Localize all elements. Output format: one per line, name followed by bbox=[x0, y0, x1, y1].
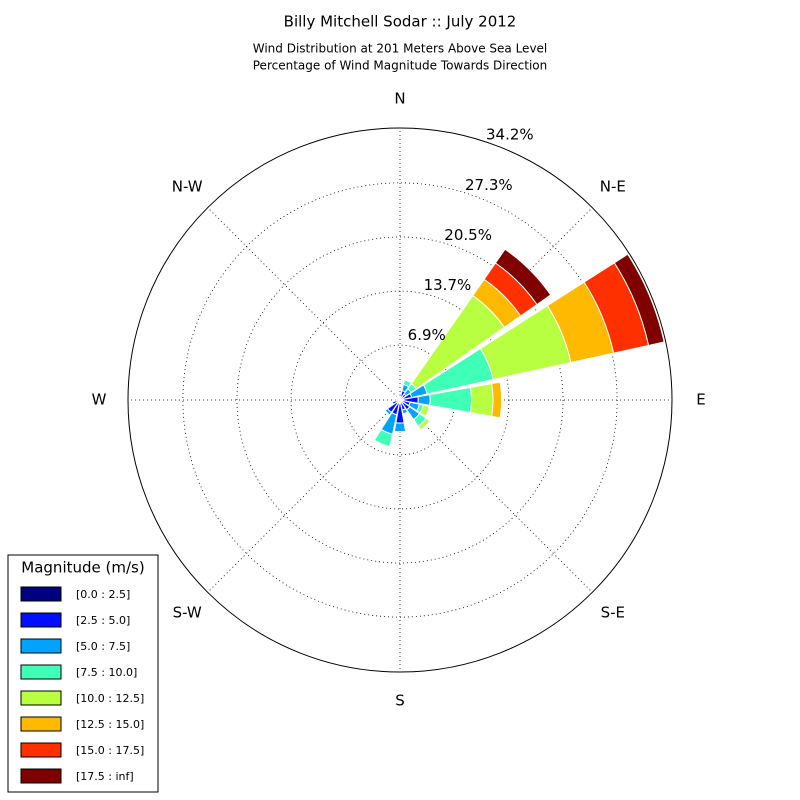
legend-swatch bbox=[20, 742, 62, 758]
legend-swatch bbox=[20, 664, 62, 680]
legend-label: [15.0 : 17.5] bbox=[76, 744, 144, 757]
legend-label: [2.5 : 5.0] bbox=[76, 614, 130, 627]
legend: Magnitude (m/s) [0.0 : 2.5] [2.5 : 5.0] [5… bbox=[7, 554, 159, 793]
grid-ring bbox=[127, 127, 673, 673]
wind-sector bbox=[469, 383, 494, 417]
legend-title: Magnitude (m/s) bbox=[21, 559, 144, 577]
grid-ring bbox=[182, 182, 618, 618]
grid-spoke bbox=[207, 399, 401, 593]
legend-swatch bbox=[20, 690, 62, 706]
chart-title: Billy Mitchell Sodar :: July 2012 bbox=[284, 13, 517, 31]
radial-tick-label: 20.5% bbox=[444, 226, 492, 244]
wind-sector bbox=[404, 379, 412, 384]
direction-label: N-E bbox=[600, 178, 626, 196]
direction-label: S-E bbox=[601, 603, 625, 621]
wind-sector bbox=[397, 395, 400, 398]
radial-tick-label: 6.9% bbox=[408, 326, 446, 344]
wind-sector bbox=[417, 394, 431, 406]
legend-label: [0.0 : 2.5] bbox=[76, 588, 130, 601]
wind-sector bbox=[425, 406, 431, 417]
legend-swatch bbox=[20, 638, 62, 654]
wind-sector bbox=[494, 248, 552, 306]
chart-subtitle: Wind Distribution at 201 Meters Above Se… bbox=[253, 42, 548, 56]
direction-label: W bbox=[92, 391, 107, 409]
radial-tick-label: 34.2% bbox=[486, 125, 534, 143]
grid-ring bbox=[236, 236, 564, 564]
wind-sector bbox=[613, 253, 665, 347]
direction-label: E bbox=[696, 391, 705, 409]
legend-label: [10.0 : 12.5] bbox=[76, 692, 144, 705]
wind-sector bbox=[499, 382, 503, 418]
legend-label: [5.0 : 7.5] bbox=[76, 640, 130, 653]
radial-tick-label: 27.3% bbox=[465, 176, 513, 194]
wind-sector bbox=[402, 411, 408, 415]
direction-label: N bbox=[394, 90, 405, 108]
legend-swatch bbox=[20, 768, 62, 784]
legend-swatch bbox=[20, 716, 62, 732]
grid-spoke bbox=[207, 207, 401, 401]
wind-sector bbox=[420, 420, 431, 431]
direction-label: S-W bbox=[173, 603, 202, 621]
wind-sector bbox=[374, 439, 390, 448]
legend-label: [12.5 : 15.0] bbox=[76, 718, 144, 731]
legend-label: [17.5 : inf] bbox=[76, 770, 134, 783]
legend-swatch bbox=[20, 612, 62, 628]
polar-plot: N N-E E S-E S S-W W N-W 6.9% 13.7% 20.5% 27.3% 34.2% bbox=[92, 90, 706, 710]
grid-spoke bbox=[399, 399, 593, 593]
wind-sector bbox=[491, 381, 503, 419]
legend-swatch bbox=[20, 586, 62, 602]
radial-tick-label: 13.7% bbox=[424, 276, 472, 294]
chart-subtitle: Percentage of Wind Magnitude Towards Dir… bbox=[253, 59, 547, 73]
wind-sector bbox=[393, 422, 407, 433]
legend-label: [7.5 : 10.0] bbox=[76, 666, 137, 679]
direction-label: N-W bbox=[172, 178, 203, 196]
direction-label: S bbox=[395, 692, 405, 710]
